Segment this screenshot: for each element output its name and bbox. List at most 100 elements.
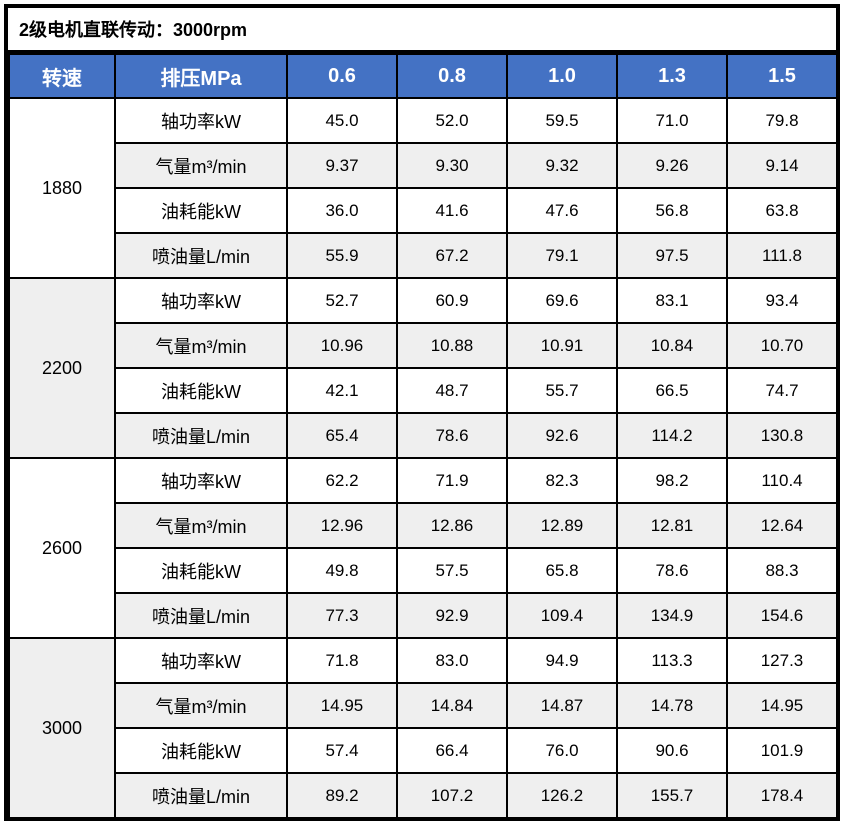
value-cell: 10.84 [616, 322, 728, 369]
table-row: 喷油量L/min 65.4 78.6 92.6 114.2 130.8 [9, 412, 838, 459]
value-cell: 89.2 [286, 772, 398, 819]
table-row: 气量m³/min 9.37 9.30 9.32 9.26 9.14 [9, 142, 838, 189]
value-cell: 45.0 [286, 97, 398, 144]
value-cell: 71.8 [286, 637, 398, 684]
value-cell: 65.4 [286, 412, 398, 459]
value-cell: 71.9 [396, 457, 508, 504]
table-row: 气量m³/min 10.96 10.88 10.91 10.84 10.70 [9, 322, 838, 369]
value-cell: 55.9 [286, 232, 398, 279]
value-cell: 66.5 [616, 367, 728, 414]
value-cell: 60.9 [396, 277, 508, 324]
value-cell: 134.9 [616, 592, 728, 639]
table-row: 喷油量L/min 77.3 92.9 109.4 134.9 154.6 [9, 592, 838, 639]
value-cell: 14.78 [616, 682, 728, 729]
value-cell: 79.1 [506, 232, 618, 279]
metric-label-cell: 油耗能kW [114, 367, 288, 414]
value-cell: 12.64 [726, 502, 838, 549]
value-cell: 65.8 [506, 547, 618, 594]
value-cell: 101.9 [726, 727, 838, 774]
value-cell: 9.37 [286, 142, 398, 189]
value-cell: 9.14 [726, 142, 838, 189]
value-cell: 88.3 [726, 547, 838, 594]
table-row: 1880 轴功率kW 45.0 52.0 59.5 71.0 79.8 [8, 97, 838, 279]
value-cell: 113.3 [616, 637, 728, 684]
value-cell: 57.5 [396, 547, 508, 594]
value-cell: 12.89 [506, 502, 618, 549]
value-cell: 36.0 [286, 187, 398, 234]
table-body: 1880 轴功率kW 45.0 52.0 59.5 71.0 79.8 气量m³/min 9.3… [8, 97, 838, 819]
metric-label-cell: 气量m³/min [114, 502, 288, 549]
table-row: 油耗能kW 36.0 41.6 47.6 56.8 63.8 [9, 187, 838, 234]
value-cell: 62.2 [286, 457, 398, 504]
value-cell: 57.4 [286, 727, 398, 774]
pressure-value-header: 1.3 [616, 53, 728, 99]
pressure-value-header: 0.6 [286, 53, 398, 99]
spec-table: 转速 排压MPa 0.6 0.8 1.0 1.3 1.5 1880 轴功率kW 45… [8, 53, 838, 819]
speed-column-header: 转速 [8, 53, 116, 99]
value-cell: 78.6 [396, 412, 508, 459]
value-cell: 56.8 [616, 187, 728, 234]
value-cell: 127.3 [726, 637, 838, 684]
metric-label-cell: 轴功率kW [114, 277, 288, 324]
value-cell: 12.86 [396, 502, 508, 549]
pressure-value-header: 1.0 [506, 53, 618, 99]
value-cell: 92.9 [396, 592, 508, 639]
value-cell: 52.0 [396, 97, 508, 144]
value-cell: 178.4 [726, 772, 838, 819]
table-row: 气量m³/min 12.96 12.86 12.89 12.81 12.64 [9, 502, 838, 549]
speed-cell: 1880 [8, 97, 116, 279]
value-cell: 63.8 [726, 187, 838, 234]
table-row: 油耗能kW 57.4 66.4 76.0 90.6 101.9 [9, 727, 838, 774]
value-cell: 47.6 [506, 187, 618, 234]
table-row: 油耗能kW 49.8 57.5 65.8 78.6 88.3 [9, 547, 838, 594]
value-cell: 14.87 [506, 682, 618, 729]
table-row: 3000 轴功率kW 71.8 83.0 94.9 113.3 127.3 [8, 637, 838, 819]
metric-label-cell: 气量m³/min [114, 682, 288, 729]
value-cell: 83.0 [396, 637, 508, 684]
value-cell: 55.7 [506, 367, 618, 414]
value-cell: 90.6 [616, 727, 728, 774]
value-cell: 9.32 [506, 142, 618, 189]
table-title: 2级电机直联传动：3000rpm [8, 8, 836, 53]
value-cell: 82.3 [506, 457, 618, 504]
metric-label-cell: 油耗能kW [114, 547, 288, 594]
value-cell: 14.95 [286, 682, 398, 729]
value-cell: 93.4 [726, 277, 838, 324]
metric-label-cell: 轴功率kW [114, 457, 288, 504]
value-cell: 52.7 [286, 277, 398, 324]
value-cell: 41.6 [396, 187, 508, 234]
metric-label-cell: 喷油量L/min [114, 412, 288, 459]
metric-label-cell: 轴功率kW [114, 97, 288, 144]
value-cell: 77.3 [286, 592, 398, 639]
value-cell: 66.4 [396, 727, 508, 774]
pressure-value-header: 1.5 [726, 53, 838, 99]
value-cell: 79.8 [726, 97, 838, 144]
metric-label-cell: 喷油量L/min [114, 592, 288, 639]
value-cell: 92.6 [506, 412, 618, 459]
value-cell: 12.81 [616, 502, 728, 549]
value-cell: 10.96 [286, 322, 398, 369]
value-cell: 114.2 [616, 412, 728, 459]
spec-table-sheet: 2级电机直联传动：3000rpm 转速 排压MPa 0.6 0.8 1.0 1.… [4, 4, 840, 821]
metric-label-cell: 轴功率kW [114, 637, 288, 684]
metric-label-cell: 油耗能kW [114, 187, 288, 234]
value-cell: 67.2 [396, 232, 508, 279]
metric-label-cell: 喷油量L/min [114, 772, 288, 819]
value-cell: 130.8 [726, 412, 838, 459]
value-cell: 97.5 [616, 232, 728, 279]
header-row: 转速 排压MPa 0.6 0.8 1.0 1.3 1.5 [8, 53, 838, 99]
value-cell: 154.6 [726, 592, 838, 639]
value-cell: 14.95 [726, 682, 838, 729]
value-cell: 71.0 [616, 97, 728, 144]
value-cell: 69.6 [506, 277, 618, 324]
value-cell: 10.91 [506, 322, 618, 369]
value-cell: 78.6 [616, 547, 728, 594]
value-cell: 48.7 [396, 367, 508, 414]
table-row: 喷油量L/min 89.2 107.2 126.2 155.7 178.4 [9, 772, 838, 819]
table-row: 2200 轴功率kW 52.7 60.9 69.6 83.1 93.4 [8, 277, 838, 459]
value-cell: 98.2 [616, 457, 728, 504]
value-cell: 94.9 [506, 637, 618, 684]
speed-cell: 2200 [8, 277, 116, 459]
value-cell: 155.7 [616, 772, 728, 819]
